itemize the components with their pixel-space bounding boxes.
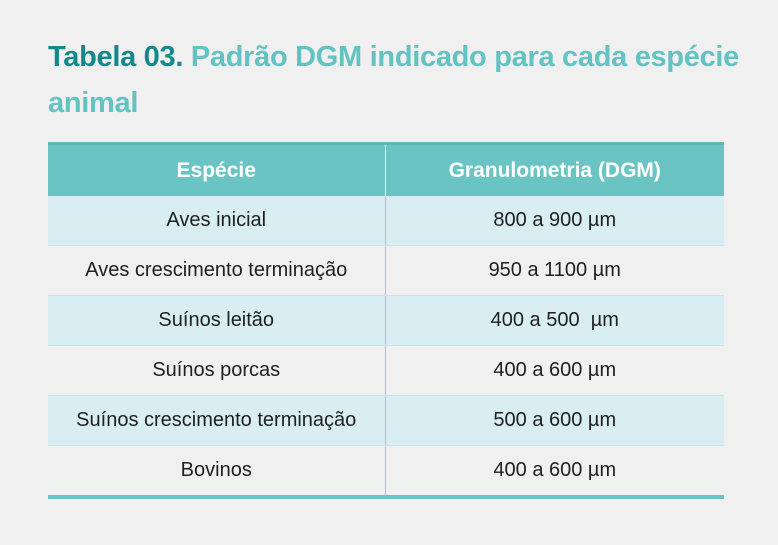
- table-body: Aves inicial 800 a 900 µm Aves crescimen…: [48, 196, 724, 499]
- table-header: Espécie Granulometria (DGM): [48, 142, 724, 196]
- cell-dgm: 500 a 600 µm: [385, 395, 724, 446]
- cell-especie: Suínos porcas: [48, 345, 386, 396]
- header-row: Espécie Granulometria (DGM): [48, 142, 724, 196]
- cell-dgm: 400 a 500 µm: [385, 295, 724, 346]
- cell-dgm: 400 a 600 µm: [385, 445, 724, 499]
- cell-especie: Aves inicial: [48, 196, 386, 246]
- cell-especie: Suínos crescimento terminação: [48, 395, 386, 446]
- header-especie: Espécie: [48, 142, 386, 196]
- cell-dgm: 950 a 1100 µm: [385, 245, 724, 296]
- cell-dgm: 400 a 600 µm: [385, 345, 724, 396]
- table-row: Suínos leitão 400 a 500 µm: [48, 295, 724, 346]
- table-caption: Tabela 03. Padrão DGM indicado para cada…: [48, 34, 748, 126]
- cell-especie: Aves crescimento terminação: [48, 245, 386, 296]
- header-granulometria: Granulometria (DGM): [385, 142, 724, 196]
- table-container: Espécie Granulometria (DGM) Aves inicial…: [48, 142, 724, 499]
- dgm-table: Espécie Granulometria (DGM) Aves inicial…: [48, 142, 724, 499]
- table-row: Suínos porcas 400 a 600 µm: [48, 345, 724, 396]
- table-row: Suínos crescimento terminação 500 a 600 …: [48, 395, 724, 446]
- cell-especie: Bovinos: [48, 445, 386, 499]
- caption-title: Padrão DGM indicado para cada espécie an…: [48, 41, 740, 119]
- table-row: Aves crescimento terminação 950 a 1100 µ…: [48, 245, 724, 296]
- cell-especie: Suínos leitão: [48, 295, 386, 346]
- caption-label: Tabela 03.: [48, 41, 184, 73]
- table-row: Aves inicial 800 a 900 µm: [48, 196, 724, 246]
- table-row: Bovinos 400 a 600 µm: [48, 445, 724, 499]
- cell-dgm: 800 a 900 µm: [385, 196, 724, 246]
